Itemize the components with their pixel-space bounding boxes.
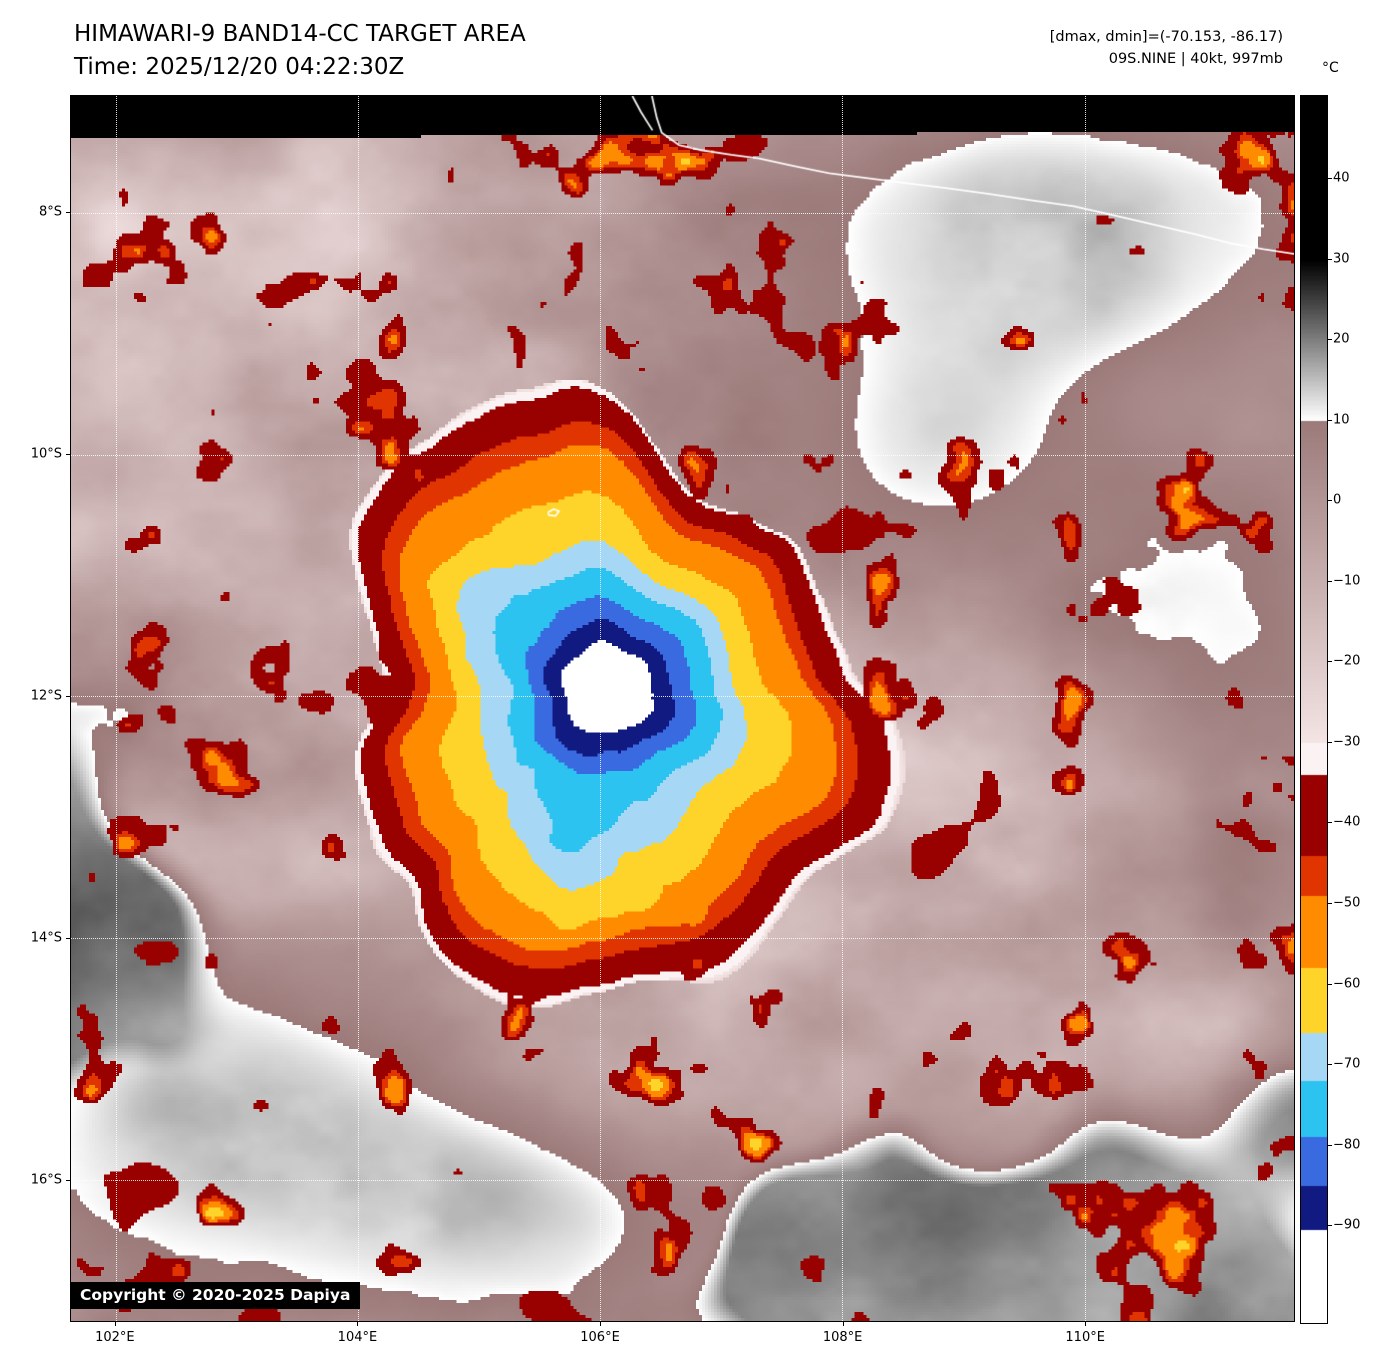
lat-tick-mark — [66, 454, 70, 456]
colorbar-tick-label: −30 — [1333, 734, 1361, 750]
page-title: HIMAWARI-9 BAND14-CC TARGET AREA — [74, 21, 526, 47]
lon-tick-label: 106°E — [580, 1330, 620, 1345]
colorbar — [1300, 95, 1328, 1324]
colorbar-tick-mark — [1328, 580, 1332, 582]
colorbar-tick-mark — [1328, 419, 1332, 421]
colorbar-tick-label: −90 — [1333, 1217, 1361, 1233]
colorbar-tick-label: 30 — [1333, 251, 1350, 267]
lon-tick-label: 102°E — [95, 1330, 135, 1345]
header-left: HIMAWARI-9 BAND14-CC TARGET AREA Time: 2… — [74, 18, 526, 83]
lat-tick-mark — [66, 1180, 70, 1182]
colorbar-tick-label: −10 — [1333, 573, 1361, 589]
colorbar-tick-label: −20 — [1333, 653, 1361, 669]
lat-tick-label: 14°S — [30, 930, 62, 946]
colorbar-unit-label: °C — [1322, 60, 1339, 76]
colorbar-tick-label: 40 — [1333, 170, 1350, 186]
colorbar-tick-mark — [1328, 822, 1332, 824]
colorbar-tick-mark — [1328, 661, 1332, 663]
header-right: [dmax, dmin]=(-70.153, -86.17) 09S.NINE … — [70, 26, 1283, 71]
lon-tick-mark — [1085, 1322, 1087, 1326]
lat-tick-label: 8°S — [38, 204, 62, 220]
colorbar-tick-label: −50 — [1333, 895, 1361, 911]
colorbar-tick-label: −60 — [1333, 976, 1361, 992]
lon-tick-mark — [842, 1322, 844, 1326]
colorbar-tick-mark — [1328, 177, 1332, 179]
storm-info: 09S.NINE | 40kt, 997mb — [1108, 51, 1283, 68]
colorbar-tick-mark — [1328, 1144, 1332, 1146]
lon-tick-label: 108°E — [822, 1330, 863, 1345]
colorbar-tick-label: 0 — [1333, 492, 1342, 508]
dmax-dmin-readout: [dmax, dmin]=(-70.153, -86.17) — [1049, 29, 1283, 45]
colorbar-tick-label: −70 — [1333, 1056, 1361, 1072]
colorbar-tick-mark — [1328, 903, 1332, 905]
lon-tick-mark — [114, 1322, 116, 1326]
colorbar-tick-mark — [1328, 339, 1332, 341]
colorbar-canvas — [1301, 96, 1327, 1323]
plot-area: Copyright © 2020-2025 Dapiya — [70, 95, 1295, 1322]
timestamp: Time: 2025/12/20 04:22:30Z — [74, 53, 405, 80]
lat-tick-mark — [66, 938, 70, 940]
lon-tick-mark — [357, 1322, 359, 1326]
lon-tick-mark — [600, 1322, 602, 1326]
lat-tick-label: 16°S — [30, 1172, 62, 1188]
lon-tick-label: 104°E — [337, 1330, 378, 1345]
colorbar-tick-label: 20 — [1333, 331, 1350, 347]
colorbar-tick-mark — [1328, 741, 1332, 743]
lat-tick-mark — [66, 696, 70, 698]
lat-tick-label: 12°S — [30, 688, 62, 704]
colorbar-tick-mark — [1328, 500, 1332, 502]
coastline-overlay-canvas — [71, 96, 1294, 1321]
colorbar-tick-label: −80 — [1333, 1137, 1361, 1153]
lat-tick-label: 10°S — [30, 446, 62, 462]
colorbar-tick-label: −40 — [1333, 814, 1361, 830]
copyright-badge: Copyright © 2020-2025 Dapiya — [71, 1282, 361, 1309]
colorbar-tick-mark — [1328, 983, 1332, 985]
colorbar-tick-mark — [1328, 1064, 1332, 1066]
lat-tick-mark — [66, 212, 70, 214]
colorbar-tick-label: 10 — [1333, 412, 1350, 428]
lon-tick-label: 110°E — [1065, 1330, 1105, 1345]
colorbar-tick-mark — [1328, 1225, 1332, 1227]
colorbar-tick-mark — [1328, 258, 1332, 260]
